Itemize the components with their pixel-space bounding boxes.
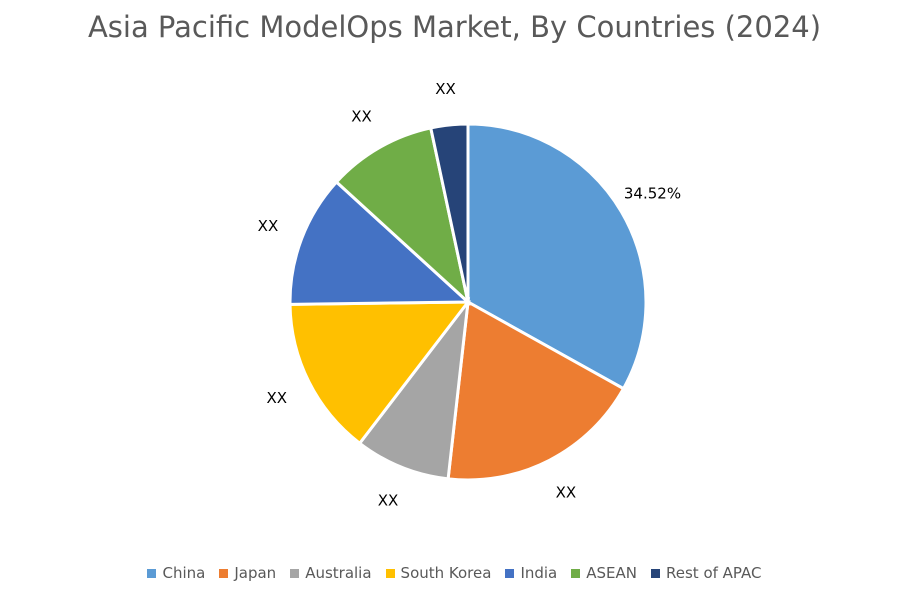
legend-item-india: India (505, 564, 557, 582)
pie-slice-asean (334, 126, 471, 307)
data-label-australia: XX (378, 491, 399, 509)
data-label-japan: XX (556, 483, 577, 501)
data-label-south-korea: XX (266, 389, 287, 407)
legend: China Japan Australia South Korea India ASEAN… (0, 564, 909, 582)
pie-slice-south-korea (288, 300, 472, 446)
legend-label: South Korea (400, 564, 492, 582)
pie-chart: 34.52% XX XX XX XX XX XX (258, 80, 681, 509)
legend-item-australia: Australia (290, 564, 372, 582)
legend-item-japan: Japan (219, 564, 276, 582)
data-label-rest-of-apac: XX (435, 80, 456, 98)
pie-slice-australia (357, 296, 471, 481)
legend-label: Japan (234, 564, 277, 582)
legend-item-china: China (147, 564, 205, 582)
chart-title: Asia Pacific ModelOps Market, By Countri… (87, 10, 822, 44)
legend-swatch (290, 568, 300, 578)
legend-label: ASEAN (586, 564, 637, 582)
pie-slice-china (466, 122, 648, 391)
legend-item-rest-of-apac: Rest of APAC (651, 564, 762, 582)
legend-label: India (520, 564, 558, 582)
legend-label: China (162, 564, 206, 582)
data-label-india: XX (258, 217, 279, 235)
legend-swatch (651, 568, 660, 578)
legend-swatch (147, 568, 157, 578)
legend-item-south-korea: South Korea (385, 564, 492, 582)
pie-slice-japan (446, 299, 626, 482)
legend-swatch (505, 568, 515, 578)
data-label-china: 34.52% (624, 185, 681, 203)
legend-swatch (385, 568, 395, 578)
pie-slice-india (288, 179, 472, 306)
data-label-asean: XX (351, 107, 372, 125)
legend-label: Australia (305, 564, 372, 582)
legend-label: Rest of APAC (666, 564, 762, 582)
legend-swatch (219, 568, 229, 578)
legend-swatch (571, 568, 581, 578)
legend-item-asean: ASEAN (571, 564, 637, 582)
pie-slice-rest-of-apac (428, 122, 470, 303)
